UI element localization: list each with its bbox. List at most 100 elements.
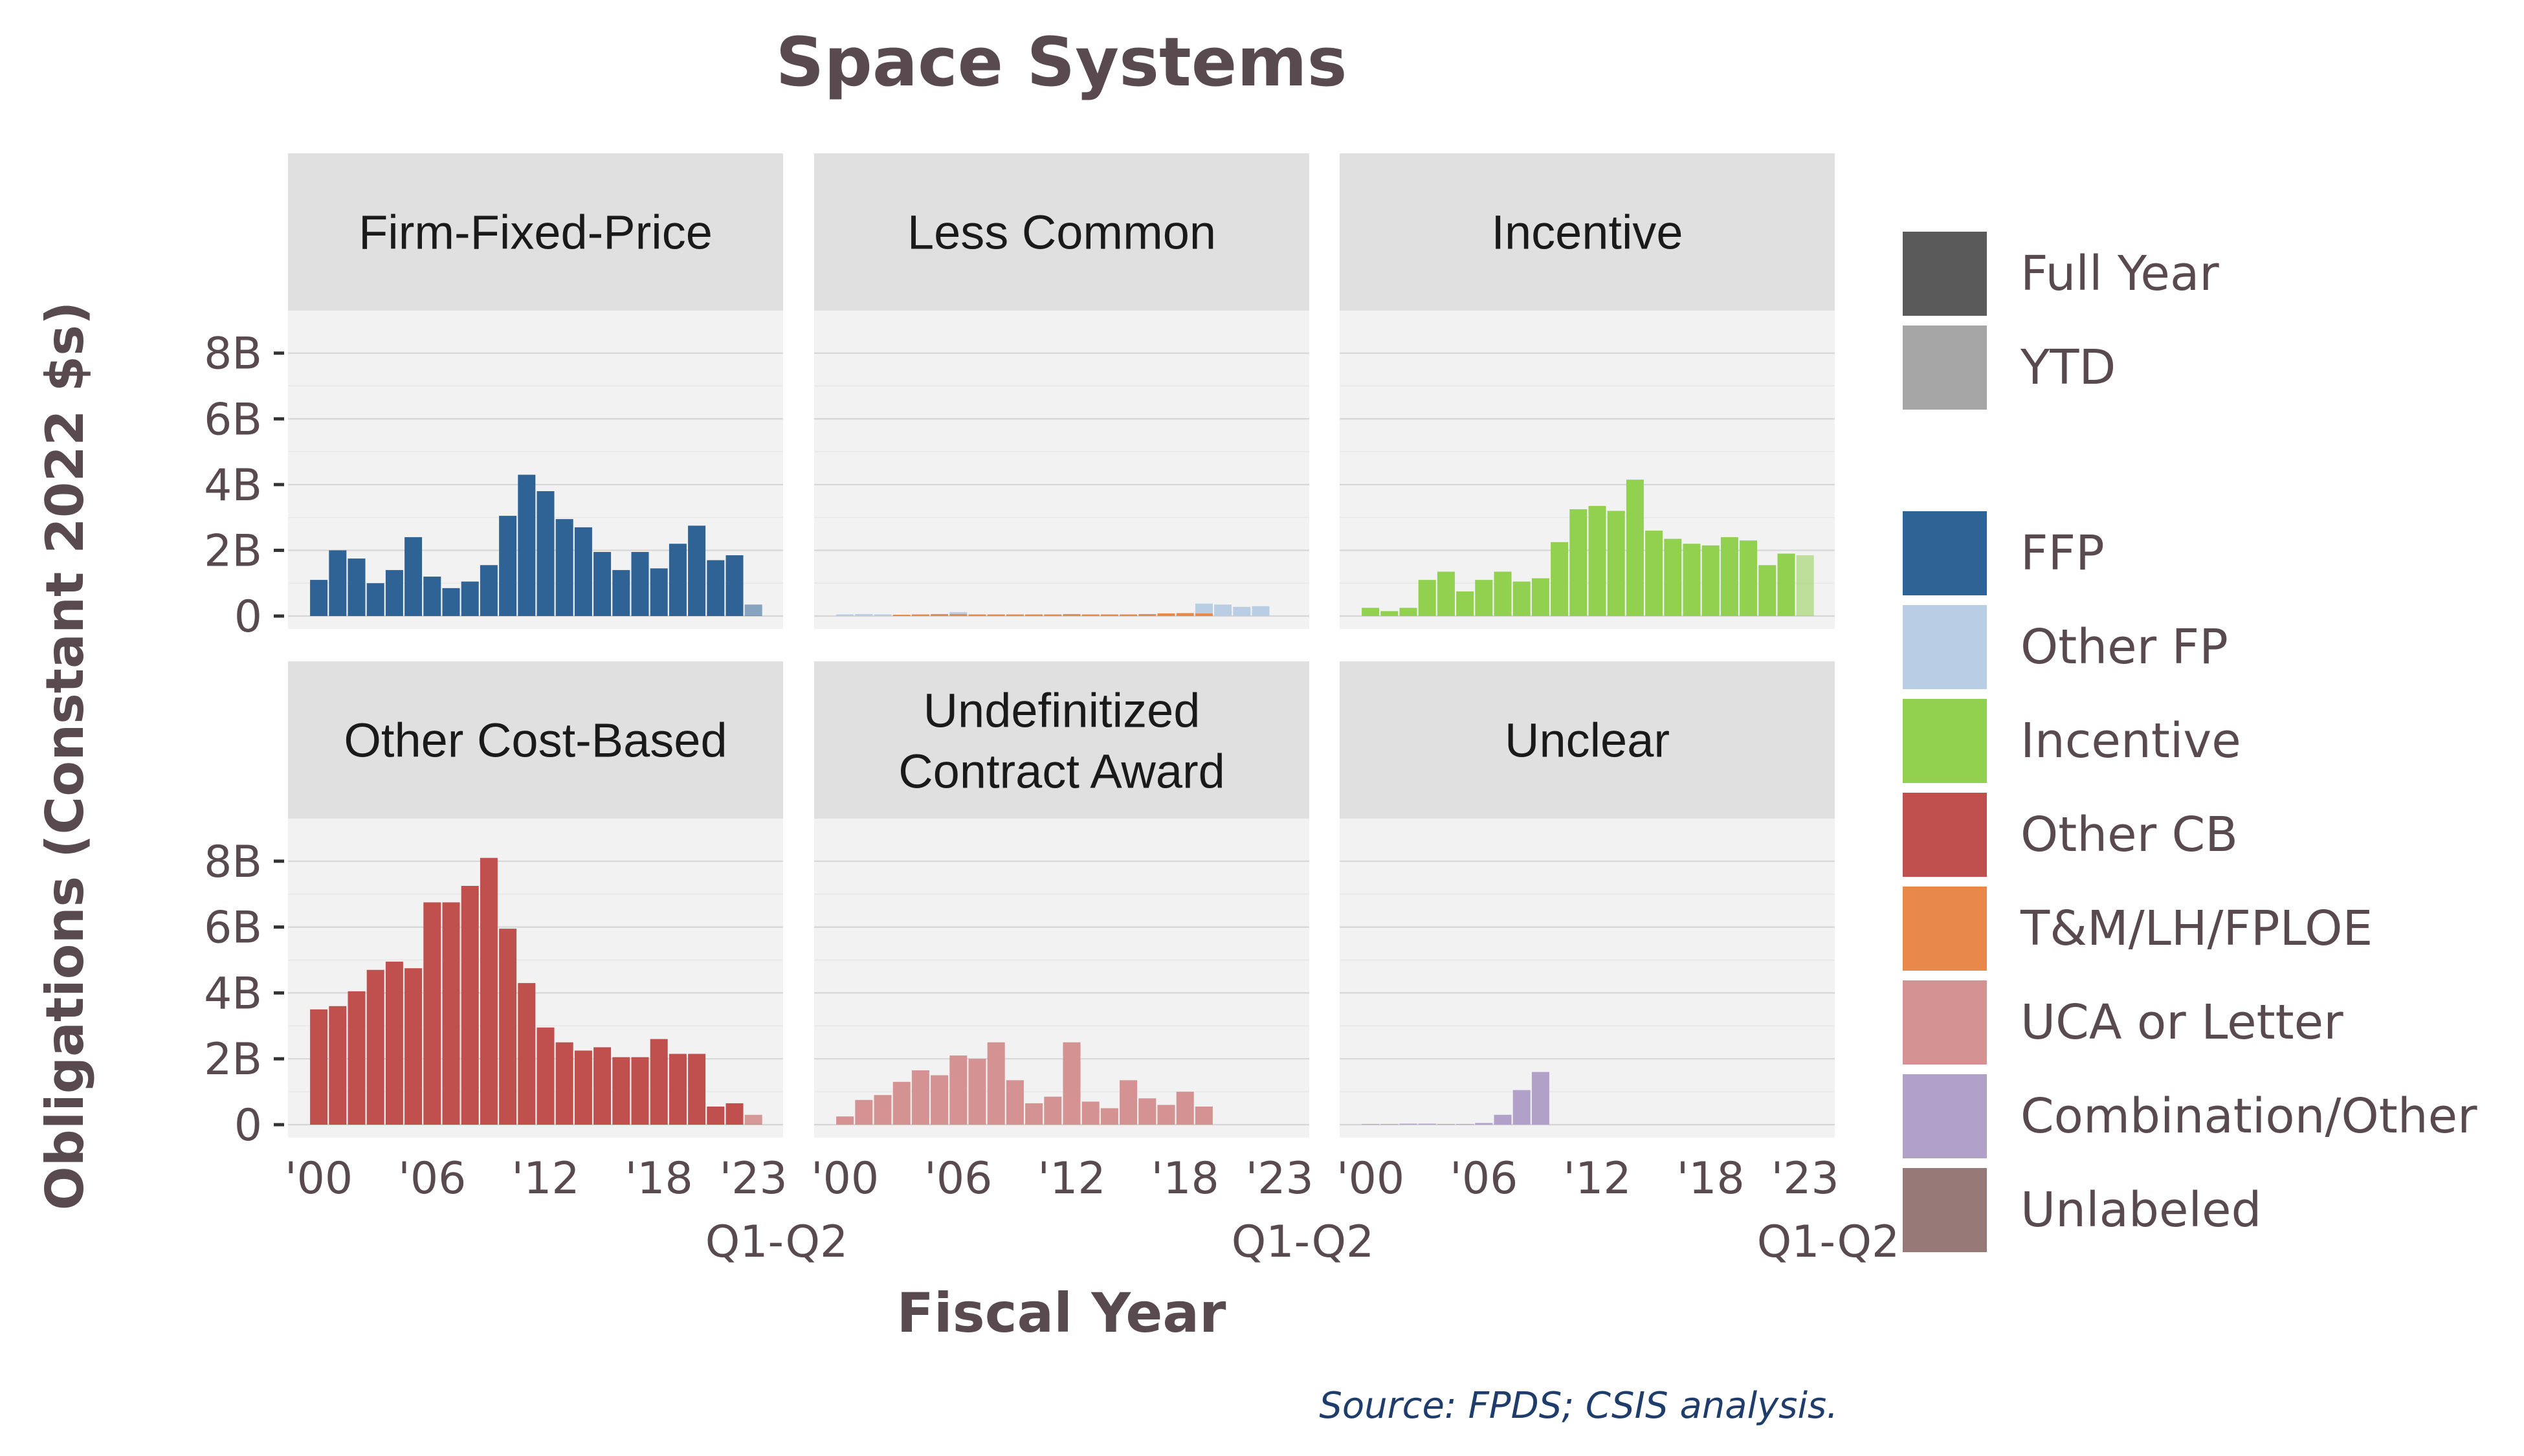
bar-combination-other-2005 [1456,1123,1474,1125]
bar-t-m-lh-fploe-2012 [1063,613,1081,616]
bar-ffp-2013 [555,519,573,616]
bar-other-cb-2008 [461,885,479,1125]
bar-uca-or-letter-2006 [949,1055,968,1125]
x-tick-sublabel: Q1-Q2 [1232,1217,1375,1268]
bar-incentive-2012 [1588,505,1606,616]
bar-other-fp-2001 [855,613,873,616]
bar-ffp-2003 [366,583,384,616]
y-tick-label: 0 [234,1100,262,1151]
bar-ffp-2023 [744,604,762,616]
x-tick-label: '06 [924,1153,992,1204]
x-tick-label: '23 [720,1153,788,1204]
bar-incentive-2019 [1720,537,1738,616]
panel-background [1340,819,1835,1138]
bar-other-cb-2020 [688,1053,706,1125]
bar-uca-or-letter-2012 [1063,1042,1081,1125]
bar-incentive-2010 [1551,542,1569,616]
bar-other-cb-2019 [669,1053,687,1125]
panel-header [288,153,783,311]
bar-ffp-2009 [480,565,498,616]
bar-uca-or-letter-2009 [1006,1080,1024,1125]
bar-incentive-2005 [1456,591,1474,616]
bar-other-fp-2019 [1195,603,1213,616]
bar-ffp-2000 [310,580,328,616]
bar-uca-or-letter-2001 [855,1099,873,1125]
bar-uca-or-letter-2004 [911,1070,929,1125]
panel-unclear: Unclear '00 '06 '12 '18 '23 Q1-Q2 [1336,661,1899,1268]
bar-ffp-2012 [537,491,555,616]
bar-incentive-2014 [1626,480,1644,616]
panel-other-cost-based: Other Cost-Based 0 2B 4B 6B 8B '00 '06 '12 '18 '23… [204,661,848,1268]
x-tick-label: '00 [285,1153,353,1204]
bar-t-m-lh-fploe-2010 [1025,614,1043,616]
legend-label-full-year: Full Year [2020,246,2219,302]
panel-background [814,311,1309,629]
bar-incentive-2015 [1645,530,1663,616]
bar-uca-or-letter-2000 [836,1116,854,1125]
y-axis-label: Obligations (Constant 2022 $s) [35,302,95,1211]
bar-ffp-2005 [404,537,423,616]
legend-label-other-cb: Other CB [2020,807,2238,863]
bar-uca-or-letter-2003 [892,1081,911,1125]
x-tick-label: '06 [398,1153,466,1204]
bar-uca-or-letter-2014 [1100,1108,1118,1125]
legend-swatch-other-cb [1903,793,1987,877]
bar-ffp-2022 [725,555,744,616]
x-tick-label: '23 [1246,1153,1314,1204]
bar-t-m-lh-fploe-2013 [1081,614,1100,616]
bar-other-cb-2017 [631,1057,649,1125]
bar-ffp-2007 [442,588,460,616]
bar-incentive-2004 [1437,571,1455,616]
y-tick-label: 4B [204,460,262,511]
bar-t-m-lh-fploe-2019 [1195,613,1213,616]
bar-ffp-2015 [593,551,612,616]
panel-header [1340,661,1835,819]
x-tick-label: '00 [811,1153,879,1204]
bar-other-cb-2018 [650,1039,668,1125]
bar-other-cb-2001 [329,1006,347,1125]
panel-title: Incentive [1491,206,1683,259]
bar-incentive-2003 [1418,580,1436,616]
legend-label-uca-or-letter: UCA or Letter [2020,995,2343,1050]
bar-combination-other-2006 [1475,1123,1493,1125]
bar-uca-or-letter-2010 [1025,1103,1043,1125]
legend-label-unlabeled: Unlabeled [2020,1182,2262,1238]
panel-title: Other Cost-Based [344,714,727,767]
bar-other-cb-2006 [423,902,441,1125]
panel-header [814,153,1309,311]
bar-uca-or-letter-2013 [1081,1101,1100,1125]
bar-combination-other-2008 [1512,1090,1531,1125]
legend-label-t-m-lh-fploe: T&M/LH/FPLOE [2020,901,2373,956]
bar-incentive-2007 [1494,571,1512,616]
bar-t-m-lh-fploe-2006 [949,613,968,616]
bar-uca-or-letter-2007 [968,1059,986,1125]
bar-ffp-2018 [650,568,668,616]
bar-other-cb-2022 [725,1103,744,1125]
bar-other-cb-2010 [499,929,517,1125]
bar-t-m-lh-fploe-2014 [1100,614,1118,616]
bar-t-m-lh-fploe-2004 [911,614,929,616]
legend-label-other-fp: Other FP [2020,619,2228,675]
bar-t-m-lh-fploe-2011 [1044,614,1062,616]
bar-ffp-2006 [423,577,441,616]
legend-label-combination-other: Combination/Other [2020,1088,2477,1144]
bar-incentive-2022 [1777,553,1795,616]
bar-combination-other-2001 [1380,1123,1399,1125]
bar-t-m-lh-fploe-2009 [1006,614,1024,616]
y-tick-label: 0 [234,591,262,643]
bar-other-cb-2015 [593,1047,612,1125]
y-tick-label: 8B [204,329,262,380]
x-tick-label: '12 [1037,1153,1105,1204]
panel-title: Firm-Fixed-Price [359,206,713,259]
bar-ffp-2020 [688,525,706,616]
bar-incentive-2016 [1664,538,1682,616]
bar-ffp-2002 [348,558,366,616]
bar-ffp-2011 [518,474,536,616]
bar-ffp-2021 [707,560,725,616]
bar-combination-other-2003 [1418,1123,1436,1125]
chart-title: Space Systems [775,23,1347,102]
panel-title: Undefinitized [924,684,1201,738]
bar-incentive-2009 [1531,578,1549,616]
bar-incentive-2020 [1740,540,1758,616]
bar-combination-other-2002 [1399,1123,1417,1125]
